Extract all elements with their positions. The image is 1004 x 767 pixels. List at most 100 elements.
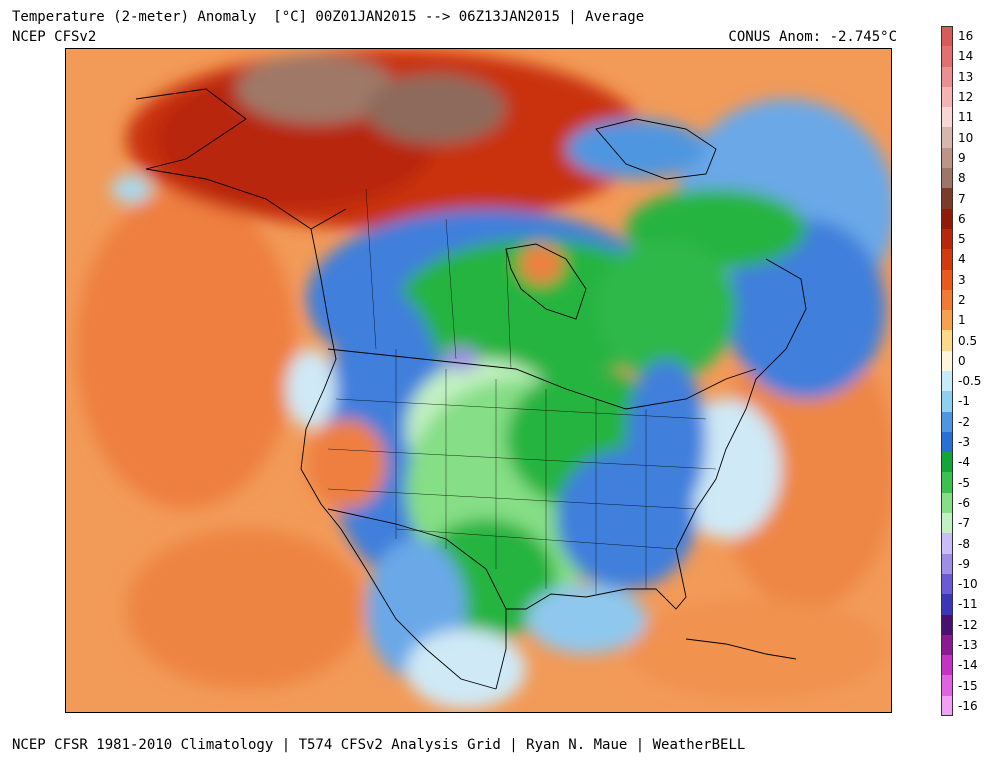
legend-swatch — [941, 634, 953, 656]
legend-swatch — [941, 350, 953, 372]
state-line-10 — [395, 528, 677, 550]
legend-label: -0.5 — [958, 374, 982, 389]
gulf-coast — [495, 258, 807, 690]
legend-swatch — [941, 249, 953, 271]
greenland-cold — [566, 119, 706, 179]
state-line-7 — [335, 398, 707, 420]
legend-label: -4 — [958, 455, 970, 470]
legend-label: 12 — [958, 90, 974, 105]
atlantic-warm-patch — [716, 329, 891, 609]
quebec-green — [596, 239, 736, 379]
legend-swatch — [941, 330, 953, 352]
legend-swatch — [941, 411, 953, 433]
legend-label: 3 — [958, 272, 966, 287]
pacific-warm-patch — [76, 189, 296, 509]
legend-label: 14 — [958, 49, 974, 64]
footer-credits: NCEP CFSR 1981-2010 Climatology | T574 C… — [12, 737, 746, 753]
legend-label: 6 — [958, 211, 966, 226]
hudson-warm-spot — [519, 244, 563, 284]
legend-swatch — [941, 695, 953, 717]
legend-swatch — [941, 127, 953, 149]
legend-swatch — [941, 228, 953, 250]
legend-swatch — [941, 431, 953, 453]
legend-label: -5 — [958, 475, 970, 490]
province-line-1 — [365, 188, 377, 350]
legend-label: 10 — [958, 130, 974, 145]
legend-label: 13 — [958, 69, 974, 84]
legend-swatch — [941, 208, 953, 230]
legend-label: 5 — [958, 232, 966, 247]
legend-swatch — [941, 655, 953, 676]
caribbean-warm-patch — [626, 599, 886, 699]
legend-label: -11 — [958, 597, 978, 612]
east-pacific-warm-patch — [126, 529, 366, 689]
legend-label: -14 — [958, 658, 978, 673]
map-title: Temperature (2-meter) Anomaly [°C] 00Z01… — [12, 9, 645, 25]
legend-label: 2 — [958, 292, 966, 307]
color-legend: 16 14 13 12 11 10 9 8 7 6 5 4 3 2 1 0.5 0 -0.5 -1 -2 -3 -4 -5 -… — [941, 26, 993, 717]
legend-label: 9 — [958, 150, 966, 165]
model-name: NCEP CFSv2 — [12, 29, 97, 45]
greenland-outline — [595, 118, 717, 180]
legend-swatch — [941, 371, 953, 392]
legend-swatch — [941, 513, 953, 534]
hudson-bay — [505, 243, 587, 320]
great-basin-warm — [306, 419, 386, 509]
state-line-9 — [327, 488, 697, 510]
legend-label: 4 — [958, 252, 966, 267]
legend-swatch — [941, 147, 953, 169]
legend-label: -13 — [958, 637, 978, 652]
legend-label: 0.5 — [958, 333, 978, 348]
legend-label: 16 — [958, 29, 974, 44]
legend-label: -12 — [958, 617, 978, 632]
map-canvas — [66, 49, 891, 712]
legend-swatch — [941, 553, 953, 575]
anomaly-map — [65, 48, 892, 713]
legend-label: 11 — [958, 110, 974, 125]
legend-swatch — [941, 452, 953, 473]
province-line-3 — [505, 248, 512, 370]
legend-swatch — [941, 168, 953, 189]
legend-label: -16 — [958, 698, 978, 713]
legend-label: 1 — [958, 313, 966, 328]
legend-label: -9 — [958, 556, 970, 571]
bering-cold-spot — [111, 175, 151, 203]
legend-swatch — [941, 594, 953, 616]
northeast-blue — [626, 359, 706, 519]
legend-swatch — [941, 86, 953, 108]
alaska-coast — [135, 88, 347, 230]
legend-label: -7 — [958, 516, 970, 531]
legend-swatch — [941, 492, 953, 514]
province-line-2 — [445, 218, 457, 360]
legend-label: 7 — [958, 191, 966, 206]
west-coast — [300, 228, 497, 690]
legend-swatch — [941, 26, 953, 47]
legend-swatch — [941, 391, 953, 413]
legend-swatch — [941, 269, 953, 291]
legend-swatch — [941, 573, 953, 595]
legend-label: -10 — [958, 577, 978, 592]
legend-swatch — [941, 289, 953, 311]
legend-swatch — [941, 675, 953, 697]
legend-swatch — [941, 310, 953, 331]
mexico-pale — [406, 629, 526, 709]
legend-label: -3 — [958, 435, 970, 450]
coastlines — [135, 88, 807, 690]
gulf-blue — [526, 584, 646, 654]
legend-swatch — [941, 107, 953, 128]
legend-label: -8 — [958, 536, 970, 551]
state-line-8 — [327, 448, 717, 470]
cuba-outline — [685, 638, 797, 660]
legend-swatch — [941, 533, 953, 555]
conus-anomaly-readout: CONUS Anom: -2.745°C — [728, 29, 897, 45]
legend-label: -6 — [958, 495, 970, 510]
legend-label: 8 — [958, 171, 966, 186]
legend-swatch — [941, 46, 953, 68]
legend-swatch — [941, 614, 953, 636]
legend-label: -1 — [958, 394, 970, 409]
us-canada-border — [327, 348, 757, 410]
legend-label: 0 — [958, 353, 966, 368]
legend-label: -15 — [958, 678, 978, 693]
legend-swatch — [941, 188, 953, 210]
legend-swatch — [941, 66, 953, 88]
